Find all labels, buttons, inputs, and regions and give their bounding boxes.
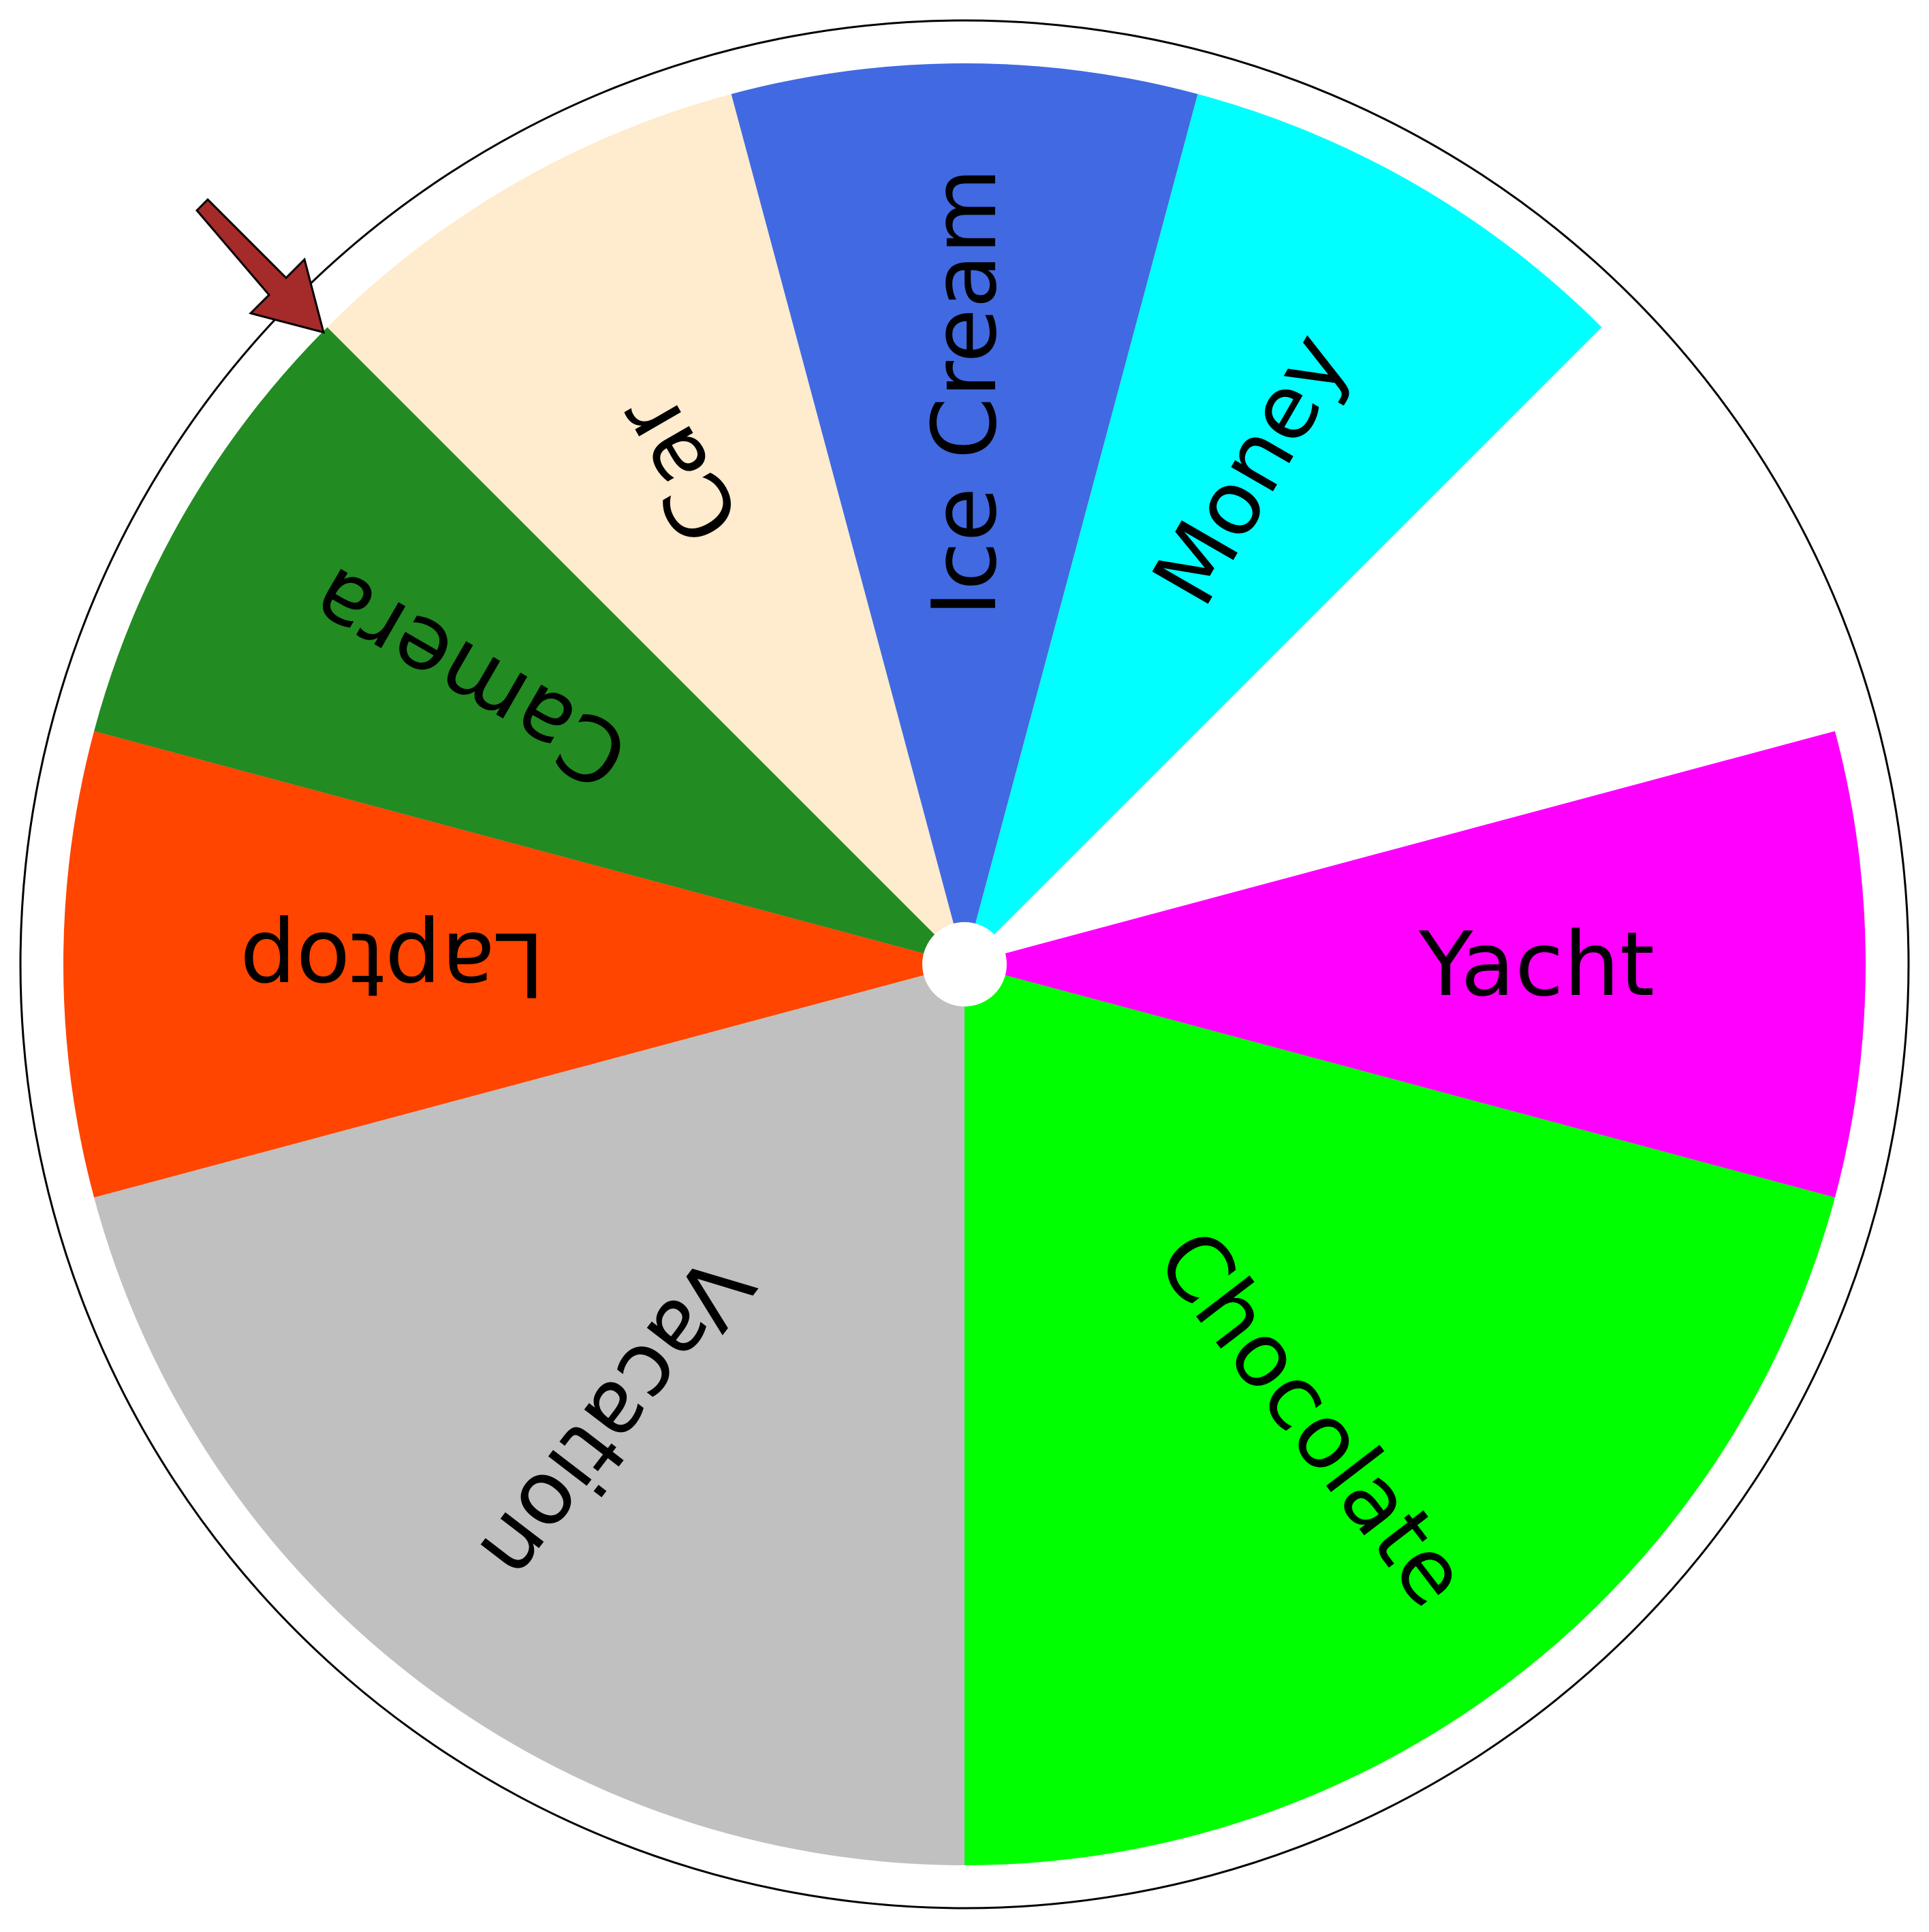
wheel-segments: [63, 63, 1866, 1865]
segment-chocolate: [964, 964, 1835, 1865]
segment-yacht: [964, 731, 1866, 1198]
segment-label-ice-cream: Ice Cream: [913, 168, 1016, 617]
wheel-hub: [922, 922, 1007, 1007]
segment-car: [327, 94, 964, 965]
segment-laptop: [63, 731, 964, 1198]
segment-money: [964, 94, 1602, 965]
segment-camera: [94, 327, 965, 964]
pointer-arrow-icon: [195, 197, 326, 334]
segment-label-yacht: Yacht: [1418, 913, 1654, 1016]
segment-vacation: [94, 964, 965, 1865]
segment-ice-cream: [731, 63, 1198, 965]
segment-label-laptop: Laptop: [240, 913, 545, 1016]
